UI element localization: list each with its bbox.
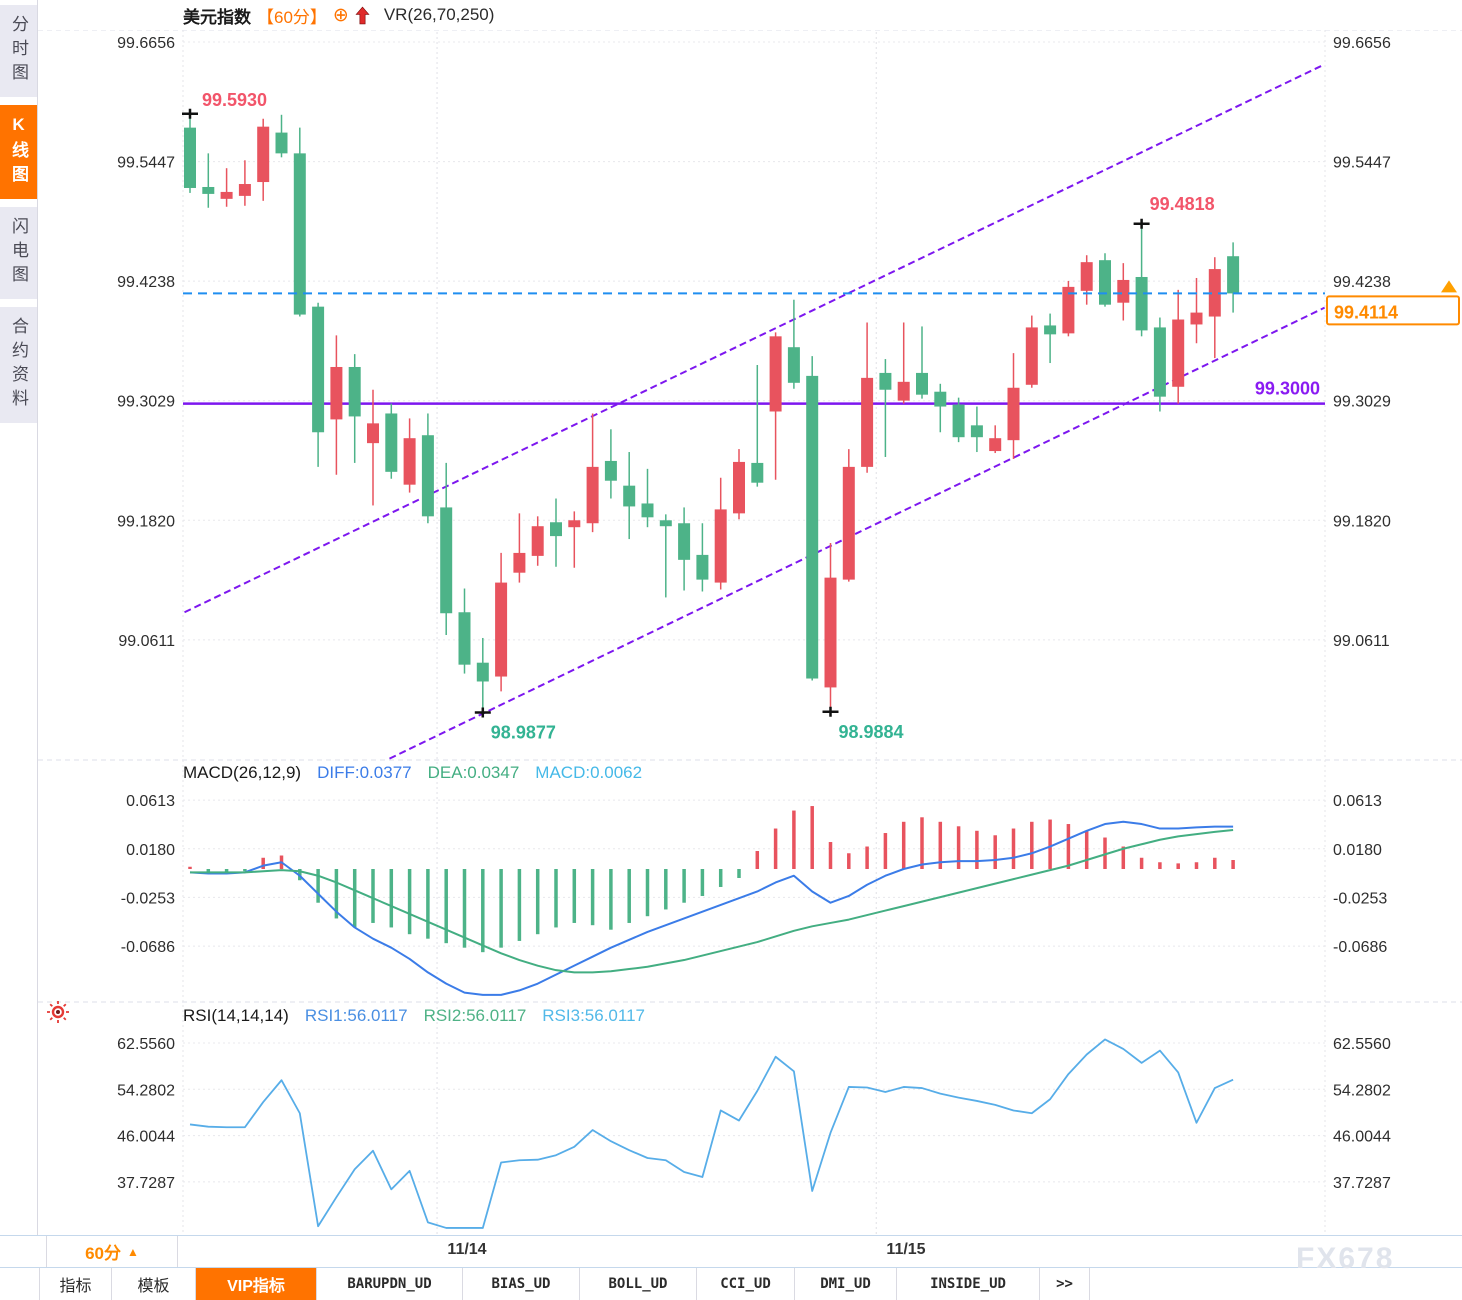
sidebar-item-lightning-chart[interactable]: 闪电图 — [0, 207, 37, 299]
vr-indicator-label: VR(26,70,250) — [383, 5, 495, 24]
tab-boll-ud[interactable]: BOLL_UD — [580, 1268, 697, 1300]
svg-text:99.6656: 99.6656 — [1333, 35, 1391, 52]
svg-text:-0.0253: -0.0253 — [1333, 890, 1387, 907]
svg-text:99.0611: 99.0611 — [1333, 633, 1390, 650]
svg-text:99.3029: 99.3029 — [117, 394, 175, 411]
svg-text:99.5930: 99.5930 — [202, 90, 267, 110]
svg-text:37.7287: 37.7287 — [117, 1175, 175, 1192]
symbol-title: 美元指数 — [183, 7, 251, 27]
svg-text:99.4114: 99.4114 — [1334, 302, 1398, 322]
svg-text:98.9877: 98.9877 — [491, 722, 556, 742]
tab-cci-ud[interactable]: CCI_UD — [697, 1268, 795, 1300]
svg-text:0.0613: 0.0613 — [126, 793, 175, 810]
svg-text:99.6656: 99.6656 — [117, 35, 175, 52]
period-selector-arrow-icon: ▲ — [127, 1244, 139, 1259]
period-label[interactable]: 【60分】 — [257, 7, 327, 27]
sidebar-item-contract-info[interactable]: 合约资料 — [0, 307, 37, 423]
svg-text:99.4238: 99.4238 — [1333, 274, 1391, 291]
date-label-1115: 11/15 — [886, 1241, 926, 1258]
tab-templates[interactable]: 模板 — [112, 1268, 196, 1300]
svg-text:99.0611: 99.0611 — [118, 633, 175, 650]
up-arrow-icon — [355, 6, 370, 24]
rsi1-value: RSI1:56.0117 — [304, 1006, 408, 1025]
live-indicator-icon — [46, 1000, 70, 1029]
svg-text:46.0044: 46.0044 — [117, 1129, 175, 1146]
macd-title: MACD(26,12,9) — [183, 763, 302, 782]
tab-vip-indicators[interactable]: VIP指标 — [196, 1268, 317, 1300]
svg-text:99.4818: 99.4818 — [1150, 194, 1215, 214]
macd-diff-value: DIFF:0.0377 — [317, 763, 412, 782]
svg-text:-0.0686: -0.0686 — [121, 939, 175, 956]
rsi3-value: RSI3:56.0117 — [542, 1006, 645, 1025]
period-selector-label: 60分 — [85, 1244, 122, 1263]
macd-dea-value: DEA:0.0347 — [427, 763, 520, 782]
macd-legend: MACD(26,12,9) DIFF:0.0377 DEA:0.0347 MAC… — [183, 763, 642, 783]
svg-text:54.2802: 54.2802 — [117, 1082, 175, 1099]
add-indicator-icon[interactable]: ⊕ — [332, 4, 349, 26]
svg-text:-0.0686: -0.0686 — [1333, 939, 1387, 956]
rsi-title: RSI(14,14,14) — [183, 1006, 289, 1025]
chart-title-group: 美元指数 【60分】 ⊕ VR(26,70,250) — [183, 3, 494, 28]
tab-bias-ud[interactable]: BIAS_UD — [463, 1268, 580, 1300]
tab-indicators[interactable]: 指标 — [40, 1268, 112, 1300]
date-label-1114: 11/14 — [447, 1241, 487, 1258]
chart-header: 美元指数 【60分】 ⊕ VR(26,70,250) — [38, 0, 1462, 30]
svg-text:62.5560: 62.5560 — [117, 1036, 175, 1053]
tab-spacer — [0, 1268, 40, 1300]
svg-text:62.5560: 62.5560 — [1333, 1036, 1391, 1053]
indicator-tab-bar: 指标 模板 VIP指标 BARUPDN_UD BIAS_UD BOLL_UD C… — [0, 1268, 1462, 1300]
sidebar-item-kline-chart[interactable]: K线图 — [0, 105, 37, 199]
svg-text:99.1820: 99.1820 — [1333, 513, 1391, 530]
svg-text:0.0613: 0.0613 — [1333, 793, 1382, 810]
svg-text:0.0180: 0.0180 — [126, 842, 175, 859]
period-selector[interactable]: 60分 ▲ — [47, 1236, 178, 1267]
rsi2-value: RSI2:56.0117 — [423, 1006, 527, 1025]
svg-text:-0.0253: -0.0253 — [121, 890, 175, 907]
svg-text:0.0180: 0.0180 — [1333, 842, 1382, 859]
svg-text:54.2802: 54.2802 — [1333, 1082, 1391, 1099]
svg-text:99.1820: 99.1820 — [117, 513, 175, 530]
svg-text:99.3029: 99.3029 — [1333, 394, 1391, 411]
svg-text:99.5447: 99.5447 — [1333, 155, 1391, 172]
svg-text:46.0044: 46.0044 — [1333, 1129, 1391, 1146]
time-axis: 60分 ▲ 11/14 11/15 — [0, 1235, 1462, 1268]
sidebar-item-time-chart[interactable]: 分时图 — [0, 5, 37, 97]
svg-text:99.4238: 99.4238 — [117, 274, 175, 291]
svg-text:37.7287: 37.7287 — [1333, 1175, 1391, 1192]
macd-macd-value: MACD:0.0062 — [535, 763, 643, 782]
svg-text:99.5447: 99.5447 — [117, 155, 175, 172]
tab-barupdn-ud[interactable]: BARUPDN_UD — [317, 1268, 463, 1300]
tab-more[interactable]: >> — [1040, 1268, 1090, 1300]
svg-text:98.9884: 98.9884 — [839, 722, 904, 742]
sidebar: 分时图 K线图 闪电图 合约资料 — [0, 0, 38, 1235]
svg-text:99.3000: 99.3000 — [1255, 379, 1320, 399]
rsi-legend: RSI(14,14,14) RSI1:56.0117 RSI2:56.0117 … — [183, 1006, 645, 1026]
time-axis-corner — [0, 1236, 47, 1267]
tab-inside-ud[interactable]: INSIDE_UD — [897, 1268, 1040, 1300]
watermark: FX678 — [1296, 1242, 1395, 1275]
tab-dmi-ud[interactable]: DMI_UD — [795, 1268, 897, 1300]
